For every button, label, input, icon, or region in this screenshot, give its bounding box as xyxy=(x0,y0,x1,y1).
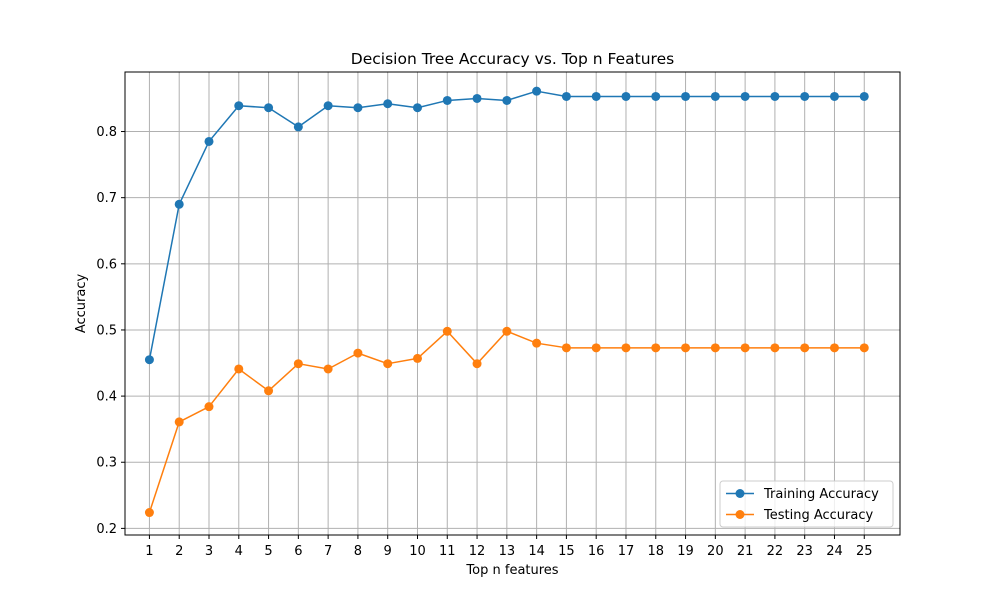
data-point-testing-accuracy xyxy=(591,343,601,353)
data-point-testing-accuracy xyxy=(412,353,422,363)
data-point-testing-accuracy xyxy=(829,343,839,353)
data-point-testing-accuracy xyxy=(234,364,244,374)
data-point-testing-accuracy xyxy=(532,338,542,348)
data-point-training-accuracy xyxy=(323,101,333,111)
data-point-training-accuracy xyxy=(621,91,631,101)
legend: Training Accuracy Testing Accuracy xyxy=(719,480,894,528)
data-point-testing-accuracy xyxy=(621,343,631,353)
data-point-testing-accuracy xyxy=(740,343,750,353)
x-tick-label: 3 xyxy=(205,544,213,559)
series-group xyxy=(144,86,869,518)
grid xyxy=(125,72,900,535)
data-point-testing-accuracy xyxy=(770,343,780,353)
y-tick-label: 0.5 xyxy=(96,323,117,338)
legend-box xyxy=(719,480,894,528)
x-tick-label: 12 xyxy=(469,544,486,559)
legend-marker-testing xyxy=(735,510,745,519)
y-tick-label: 0.4 xyxy=(96,390,117,405)
data-point-training-accuracy xyxy=(442,95,452,105)
x-tick-label: 5 xyxy=(264,544,272,559)
data-point-testing-accuracy xyxy=(651,343,661,353)
x-tick-label: 4 xyxy=(235,544,243,559)
data-point-testing-accuracy xyxy=(681,343,691,353)
data-point-testing-accuracy xyxy=(472,359,482,369)
x-tick-label: 8 xyxy=(354,544,362,559)
data-point-testing-accuracy xyxy=(710,343,720,353)
data-point-training-accuracy xyxy=(234,101,244,111)
data-point-training-accuracy xyxy=(681,91,691,101)
x-tick-label: 24 xyxy=(826,544,843,559)
data-point-training-accuracy xyxy=(353,103,363,113)
x-tick-label: 11 xyxy=(439,544,456,559)
data-point-training-accuracy xyxy=(144,355,154,365)
data-point-testing-accuracy xyxy=(204,402,214,412)
x-tick-label: 20 xyxy=(707,544,724,559)
x-tick-label: 9 xyxy=(384,544,392,559)
data-point-testing-accuracy xyxy=(859,343,869,353)
data-point-testing-accuracy xyxy=(800,343,810,353)
data-point-training-accuracy xyxy=(651,91,661,101)
data-point-training-accuracy xyxy=(383,99,393,109)
data-point-training-accuracy xyxy=(829,91,839,101)
y-tick-label: 0.8 xyxy=(96,125,117,140)
data-point-training-accuracy xyxy=(502,95,512,105)
x-tick-label: 15 xyxy=(558,544,575,559)
data-point-testing-accuracy xyxy=(174,417,184,427)
x-tick-label: 19 xyxy=(677,544,694,559)
y-tick-label: 0.2 xyxy=(96,522,117,537)
data-point-testing-accuracy xyxy=(502,326,512,336)
data-point-testing-accuracy xyxy=(561,343,571,353)
data-point-training-accuracy xyxy=(472,93,482,103)
x-tick-label: 13 xyxy=(499,544,516,559)
y-tick-label: 0.7 xyxy=(96,191,117,206)
x-tick-label: 2 xyxy=(175,544,183,559)
legend-marker-training xyxy=(735,489,745,498)
x-axis-label: Top n features xyxy=(465,563,558,578)
x-tick-label: 16 xyxy=(588,544,605,559)
x-tick-label: 25 xyxy=(856,544,873,559)
data-point-training-accuracy xyxy=(770,91,780,101)
data-point-testing-accuracy xyxy=(353,348,363,358)
x-tick-label: 10 xyxy=(409,544,426,559)
data-point-testing-accuracy xyxy=(442,326,452,336)
data-point-testing-accuracy xyxy=(144,508,154,518)
y-tick-label: 0.6 xyxy=(96,257,117,272)
x-tick-label: 6 xyxy=(294,544,302,559)
y-axis-label: Accuracy xyxy=(74,274,89,334)
x-tick-label: 21 xyxy=(737,544,754,559)
x-tick-label: 17 xyxy=(618,544,635,559)
legend-label-testing: Testing Accuracy xyxy=(763,508,873,523)
data-point-testing-accuracy xyxy=(264,386,274,396)
x-tick-label: 14 xyxy=(528,544,545,559)
data-point-testing-accuracy xyxy=(323,364,333,374)
axis-ticks: 1 2 3 4 5 6 7 8 9 10 11 12 13 14 15 16 17 18 19 20 21 22 23 24 2… xyxy=(96,125,872,559)
legend-label-training: Training Accuracy xyxy=(763,487,879,502)
plot-frame xyxy=(124,71,901,536)
data-point-training-accuracy xyxy=(174,199,184,209)
data-point-training-accuracy xyxy=(561,91,571,101)
data-point-training-accuracy xyxy=(591,91,601,101)
data-point-training-accuracy xyxy=(293,122,303,132)
data-point-training-accuracy xyxy=(264,103,274,113)
data-point-training-accuracy xyxy=(204,136,214,146)
data-point-testing-accuracy xyxy=(383,359,393,369)
data-point-training-accuracy xyxy=(800,91,810,101)
chart-title: Decision Tree Accuracy vs. Top n Feature… xyxy=(351,50,674,68)
y-tick-label: 0.3 xyxy=(96,456,117,471)
data-point-testing-accuracy xyxy=(293,359,303,369)
x-tick-label: 22 xyxy=(767,544,784,559)
data-point-training-accuracy xyxy=(740,91,750,101)
data-point-training-accuracy xyxy=(412,103,422,113)
x-tick-label: 1 xyxy=(145,544,153,559)
data-point-training-accuracy xyxy=(532,86,542,96)
x-tick-label: 7 xyxy=(324,544,332,559)
x-tick-label: 23 xyxy=(796,544,813,559)
data-point-training-accuracy xyxy=(859,91,869,101)
data-point-training-accuracy xyxy=(710,91,720,101)
x-tick-label: 18 xyxy=(647,544,664,559)
